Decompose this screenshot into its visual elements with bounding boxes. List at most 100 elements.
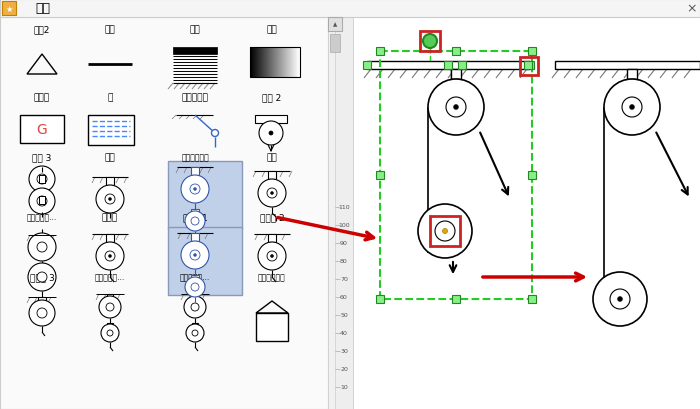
Text: 動滑車 3: 動滑車 3 <box>29 273 55 282</box>
Circle shape <box>185 277 205 297</box>
Circle shape <box>185 211 205 231</box>
Bar <box>528 295 536 303</box>
Bar <box>526 62 534 70</box>
Bar <box>268 234 276 243</box>
Circle shape <box>629 105 634 110</box>
Bar <box>268 172 276 180</box>
Circle shape <box>37 308 47 318</box>
Text: エレベーター: エレベーター <box>258 273 286 282</box>
Circle shape <box>423 35 437 49</box>
Circle shape <box>191 283 199 291</box>
Circle shape <box>446 98 466 118</box>
Circle shape <box>428 80 484 136</box>
Text: 40: 40 <box>340 331 348 336</box>
Circle shape <box>192 330 198 336</box>
Circle shape <box>184 296 206 318</box>
Circle shape <box>29 189 55 214</box>
Bar <box>376 172 384 180</box>
Bar <box>107 294 113 300</box>
Bar <box>0 18 328 409</box>
Text: 動滑車 1: 動滑車 1 <box>183 213 207 222</box>
Bar <box>0 0 700 18</box>
Bar <box>627 70 637 80</box>
Bar <box>458 62 466 70</box>
Text: 80: 80 <box>340 259 348 264</box>
Text: 組み合わせ...: 組み合わせ... <box>95 273 125 282</box>
Circle shape <box>269 132 273 136</box>
Circle shape <box>610 289 630 309</box>
Circle shape <box>186 324 204 342</box>
Circle shape <box>258 243 286 270</box>
Text: 数学的振り子: 数学的振り子 <box>181 153 209 162</box>
Bar <box>452 48 460 56</box>
Bar <box>39 196 45 204</box>
Circle shape <box>211 130 218 137</box>
Circle shape <box>37 196 47 207</box>
Circle shape <box>28 263 56 291</box>
Bar <box>255 116 287 124</box>
Circle shape <box>101 324 119 342</box>
Circle shape <box>442 229 447 234</box>
Circle shape <box>622 98 642 118</box>
Circle shape <box>270 192 274 195</box>
Text: 110: 110 <box>338 205 350 210</box>
Circle shape <box>193 188 197 191</box>
Text: 30: 30 <box>340 348 348 354</box>
Bar <box>191 209 199 216</box>
Bar <box>376 48 384 56</box>
Bar <box>88 116 134 146</box>
Text: G: G <box>36 123 48 137</box>
Bar <box>168 227 242 295</box>
Bar <box>528 172 536 180</box>
Circle shape <box>435 221 455 241</box>
Bar <box>452 295 460 303</box>
Text: ★: ★ <box>6 4 13 13</box>
Text: 定滑車: 定滑車 <box>102 213 118 222</box>
Text: 分銅 3: 分銅 3 <box>32 153 52 162</box>
Text: バネ: バネ <box>267 25 277 34</box>
Bar <box>2 2 16 16</box>
Bar <box>250 48 300 78</box>
Circle shape <box>37 272 47 282</box>
Text: 棒: 棒 <box>107 93 113 102</box>
Bar <box>420 32 440 52</box>
Bar <box>615 281 625 291</box>
Circle shape <box>604 80 660 136</box>
Bar <box>106 234 114 243</box>
Text: 60: 60 <box>340 295 348 300</box>
Circle shape <box>37 243 47 252</box>
Circle shape <box>108 198 111 201</box>
Circle shape <box>96 243 124 270</box>
Bar <box>363 62 371 70</box>
Text: 20: 20 <box>340 366 348 372</box>
Bar <box>191 275 199 281</box>
Circle shape <box>267 252 277 261</box>
Circle shape <box>454 105 458 110</box>
Text: スタブ: スタブ <box>34 93 50 102</box>
Bar <box>451 70 461 80</box>
Text: 水槽: 水槽 <box>104 153 116 162</box>
Bar <box>256 313 288 341</box>
Circle shape <box>258 180 286 207</box>
Text: 分銅 2: 分銅 2 <box>262 93 281 102</box>
Text: 100: 100 <box>338 223 350 228</box>
Circle shape <box>29 166 55 193</box>
Text: 組み合わせ...: 組み合わせ... <box>27 213 57 222</box>
Text: 70: 70 <box>340 277 348 282</box>
Circle shape <box>29 300 55 326</box>
Text: 動滑車 2: 動滑車 2 <box>260 213 284 222</box>
Bar <box>192 323 198 328</box>
Bar <box>376 295 384 303</box>
Bar <box>524 62 532 70</box>
Circle shape <box>267 189 277 198</box>
Circle shape <box>259 122 283 146</box>
Bar <box>430 216 460 246</box>
Bar <box>444 62 452 70</box>
Bar <box>528 48 536 56</box>
Circle shape <box>108 255 111 258</box>
Circle shape <box>99 296 121 318</box>
Text: ▲: ▲ <box>333 22 337 27</box>
Circle shape <box>105 252 115 261</box>
Circle shape <box>37 175 47 184</box>
Bar <box>106 178 114 186</box>
